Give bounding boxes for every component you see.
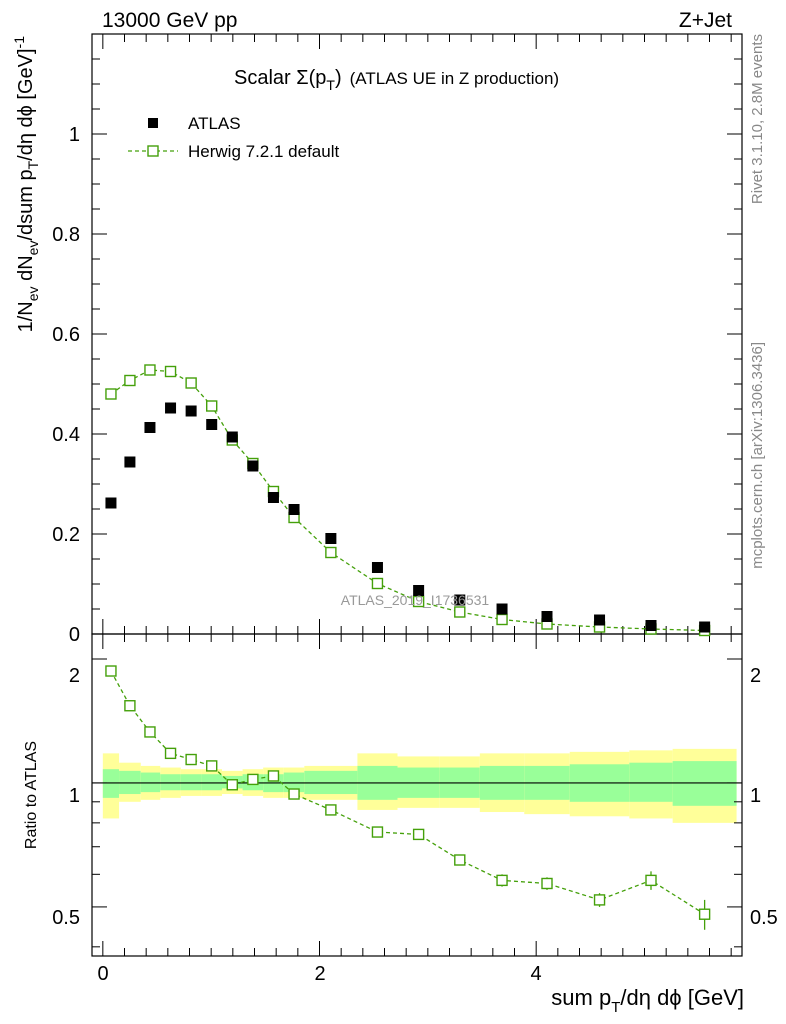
legend-atlas-label: ATLAS [188,114,241,133]
ratio-herwig-point [454,854,466,866]
main-y-tick-label: 0.8 [52,224,80,246]
main-y-tick-label: 0.2 [52,524,80,546]
ratio-herwig-point [144,726,156,738]
atlas-point [325,533,337,544]
ratio-herwig-point [267,770,280,782]
herwig-point [185,377,197,389]
atlas-point [371,562,383,573]
atlas-point [105,497,117,509]
ratio-herwig-point [698,908,711,920]
main-y-tick-label: 0 [69,624,80,646]
mcplots-label: mcplots.cern.ch [arXiv:1306.3436] [749,342,766,569]
x-tick-label: 0 [97,963,108,985]
atlas-point [144,422,156,433]
herwig-point [105,388,117,400]
ratio-herwig-point [247,773,259,786]
ratio-herwig-point [371,826,384,838]
ratio-inner-band [180,774,202,791]
ratio-y-tick-label-right: 1 [750,785,761,807]
herwig-point [371,577,384,590]
atlas-point [454,594,466,606]
atlas-point [267,492,279,503]
ratio-herwig-point [164,747,177,760]
x-tick-label: 4 [530,963,541,985]
ratio-herwig-point [593,894,606,906]
main-y-axis-label: 1/Nev dNev/dsum pT/dη dϕ [GeV]-1 [11,36,41,333]
ratio-herwig-series [105,665,711,930]
atlas-point [413,585,425,596]
ratio-y-axis-label: Ratio to ATLAS [23,741,40,849]
atlas-point [185,405,197,417]
ratio-herwig-point [105,665,117,677]
main-y-tick-labels: 0 0.2 0.4 0.6 0.8 1 [52,124,80,646]
ratio-herwig-point [124,700,136,712]
herwig-point [412,595,425,608]
analysis-watermark: ATLAS_2019_I1736531 [341,592,490,608]
ratio-herwig-point [645,874,657,887]
main-y-tick-label: 1 [69,124,80,146]
atlas-point [206,419,218,430]
herwig-point [144,364,156,376]
legend-atlas-marker [148,118,158,128]
ratio-herwig-point [496,874,508,887]
ratio-herwig-point [325,804,337,816]
ratio-herwig-point [206,760,218,772]
ratio-y-tick-label-right: 0.5 [750,907,778,929]
ratio-herwig-point [288,788,300,800]
herwig-point [124,374,136,387]
energy-label: 13000 GeV pp [102,9,237,32]
ratio-inner-band [160,774,181,791]
herwig-point [325,546,337,559]
ratio-herwig-point [226,779,238,791]
plot-title: Scalar Σ(pT) (ATLAS UE in Z production) [234,67,559,93]
ratio-y-tick-label-left: 0.5 [52,907,80,929]
herwig-point [164,365,177,378]
legend-herwig-marker [147,145,159,157]
atlas-point [594,614,606,626]
ratio-herwig-point [541,877,553,890]
x-tick-labels: 0 2 4 [97,963,541,985]
main-y-tick-label: 0.4 [52,424,80,446]
legend: ATLAS Herwig 7.2.1 default [128,114,339,161]
legend-herwig-label: Herwig 7.2.1 default [188,142,339,161]
atlas-point [165,402,177,414]
atlas-point [541,611,553,622]
herwig-point [454,606,466,618]
ratio-inner-band [140,772,161,793]
ratio-axis-ticks [92,634,742,956]
atlas-point [645,620,657,631]
atlas-point [496,603,508,615]
ratio-y-tick-label-left: 2 [69,665,80,687]
atlas-series [105,402,711,633]
atlas-point [226,431,238,443]
ratio-inner-band [629,762,673,802]
atlas-point [124,456,136,468]
herwig-point [206,400,218,412]
ratio-inner-band [201,774,222,791]
ratio-herwig-point [185,753,197,766]
main-y-tick-label: 0.6 [52,324,80,346]
process-label: Z+Jet [679,9,732,32]
ratio-y-tick-label-right: 2 [750,665,761,687]
x-tick-label: 2 [314,963,325,985]
ratio-herwig-point [412,828,425,841]
atlas-point [288,504,300,515]
atlas-point [247,460,259,472]
herwig-point [496,613,508,626]
ratio-y-tick-labels: 0.5 1 2 0.5 1 2 [52,665,778,929]
ratio-y-tick-label-left: 1 [69,785,80,807]
rivet-version-label: Rivet 3.1.10, 2.8M events [749,34,766,204]
x-axis-label: sum pT/dη dϕ [GeV] [551,985,744,1016]
ratio-inner-band [283,772,305,793]
ratio-panel-frame [91,633,743,957]
atlas-point [699,621,711,633]
